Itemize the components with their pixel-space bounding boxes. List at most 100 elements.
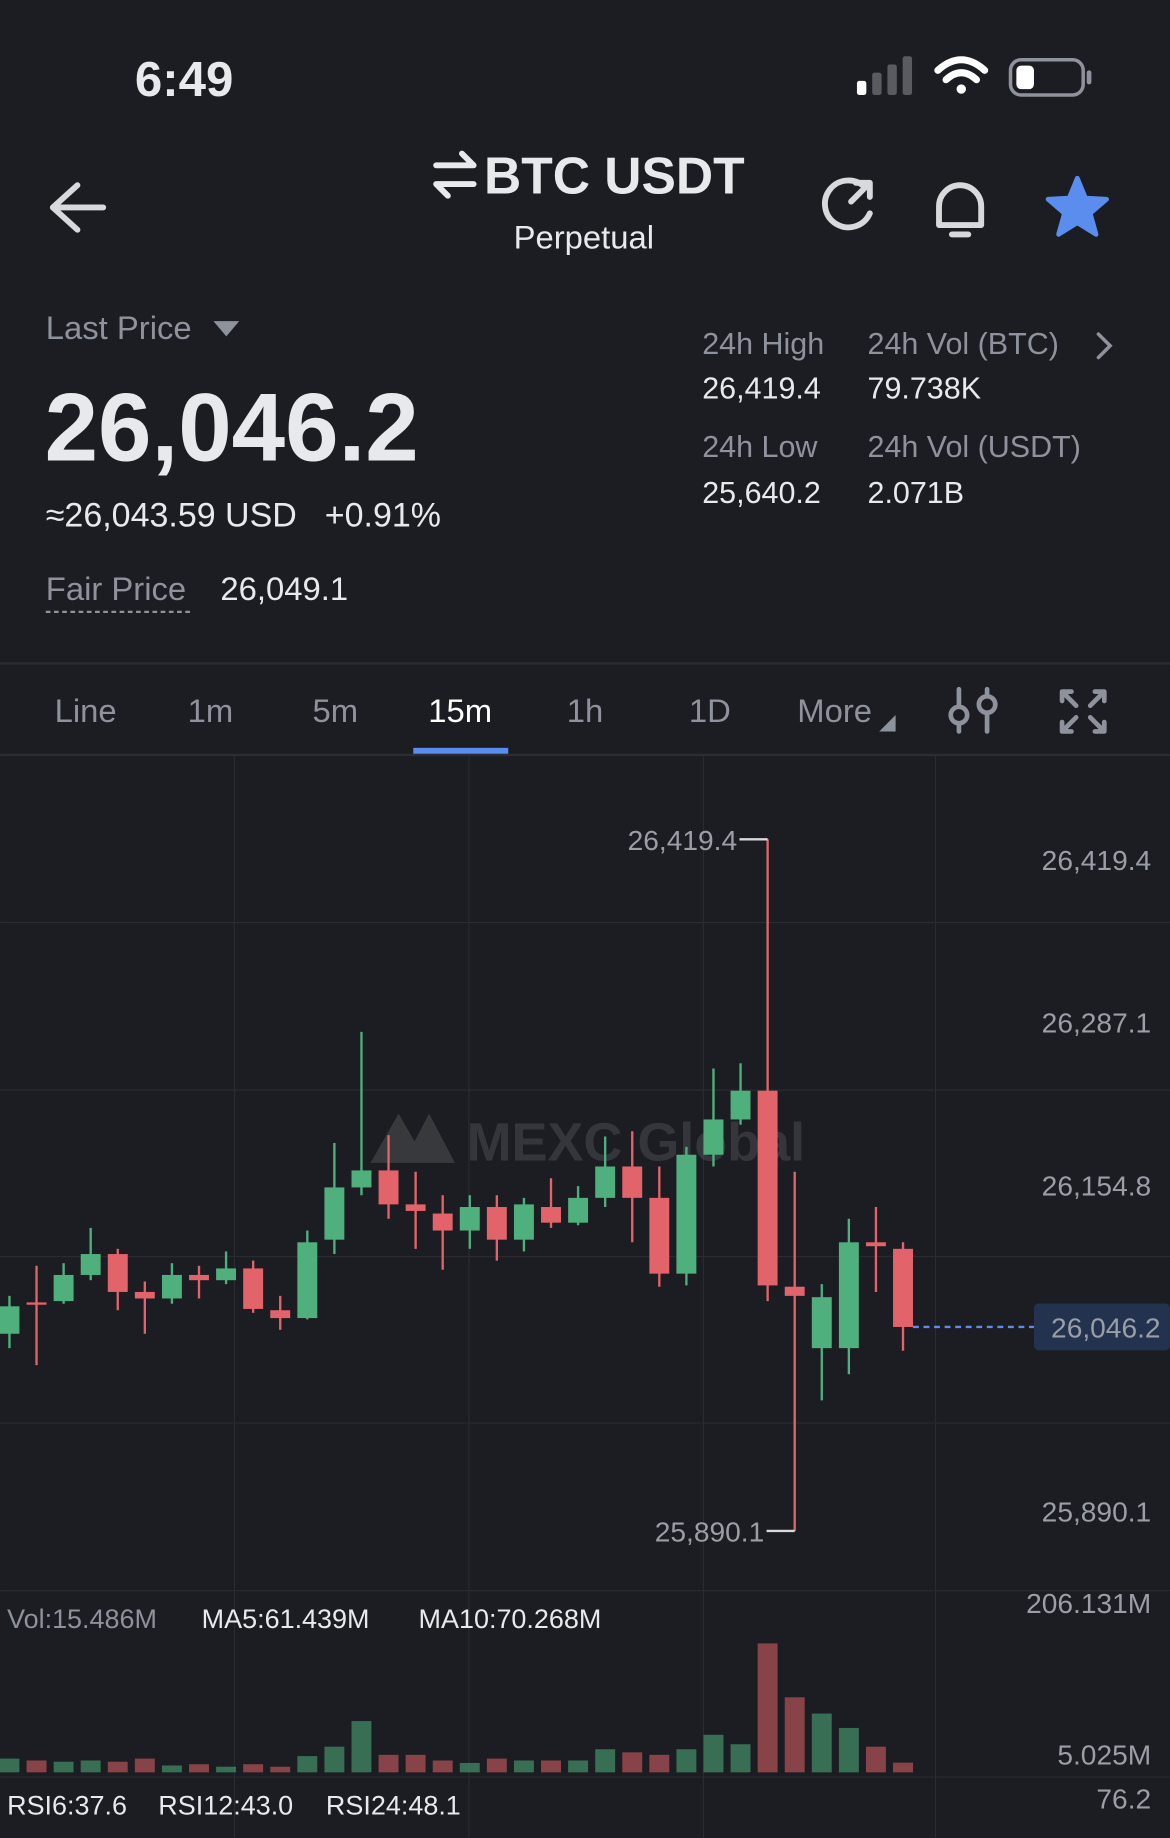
rsi12-indicator: RSI12:43.0 [158,1791,293,1821]
candle-body [541,1207,561,1223]
last-price: 26,046.2 [45,375,419,482]
volume-bar [703,1734,724,1773]
volume-bar [270,1766,291,1773]
interval-tab[interactable]: More [797,692,872,729]
favorite-button[interactable] [1045,175,1109,237]
candle-body [107,1254,128,1292]
volume-indicator: Vol:15.486M [7,1604,157,1634]
volume-bar [595,1749,616,1773]
stat-value: 26,419.4 [702,372,821,406]
volume-bar [784,1697,805,1773]
candle-body [784,1286,805,1296]
fullscreen-button[interactable] [1059,689,1107,734]
volume-bar [838,1727,859,1773]
volume-bar [486,1758,507,1773]
volume-bar [676,1749,697,1773]
interval-tabs: Line 1m 5m 15m 1h 1D More [55,692,872,754]
chart-grid [0,756,1170,1838]
volume-bar [513,1760,534,1773]
y-tick-label: 26,154.8 [1042,1171,1151,1202]
interval-tab[interactable]: 15m [428,692,492,729]
candle-body [243,1268,264,1309]
interval-tab[interactable]: 1h [567,692,604,729]
candle-body [513,1204,534,1240]
volume-bar [893,1762,913,1773]
volume-tick-label: 206.131M [1026,1588,1151,1619]
last-price-label[interactable]: Last Price [46,309,192,346]
share-button[interactable] [822,177,873,231]
stat-label: 24h Vol (USDT) [867,430,1080,464]
volume-bar [26,1760,47,1773]
volume-bar [134,1758,155,1773]
fair-price-label[interactable]: Fair Price [46,570,186,607]
volume-tick-label: 5.025M [1057,1740,1151,1771]
price-change: +0.91% [325,496,441,534]
stat-label: 24h Vol (BTC) [867,327,1058,361]
volume-bar [324,1746,345,1773]
stats-more-arrow[interactable] [1096,332,1113,360]
volume-bar [541,1760,561,1773]
signal-icon [856,56,913,95]
volume-bar [189,1764,209,1773]
volume-bar [622,1752,643,1773]
candle-body [676,1154,697,1274]
low-label: 25,890.1 [655,1516,764,1547]
y-tick-label: 26,287.1 [1042,1008,1151,1039]
candle-body [432,1213,453,1231]
volume-bar [297,1756,318,1773]
candle-body [297,1242,318,1319]
rsi24-indicator: RSI24:48.1 [326,1791,461,1821]
volume-bar [405,1754,426,1773]
back-button[interactable] [49,182,107,233]
candle-body [134,1291,155,1299]
volume-bar [568,1760,589,1773]
candle-body [189,1274,209,1281]
candle-body [405,1204,426,1211]
volume-bar [865,1746,886,1773]
usd-price: ≈26,043.59 USD [46,496,297,534]
battery-icon [1008,58,1092,97]
candle-body [161,1274,182,1299]
volume-bar [730,1744,751,1773]
candle-body [649,1197,670,1274]
dropdown-caret [213,321,240,337]
candle-body [351,1170,372,1188]
indicator-button[interactable] [948,686,998,734]
volume-bar [243,1764,264,1773]
watermark-text: MEXC Global [467,1112,805,1172]
volume-bar [53,1761,74,1773]
candle-body [595,1166,616,1198]
pair-title: BTC USDT [484,146,745,204]
volume-bar [811,1713,832,1773]
last-price-badge [1033,1303,1170,1351]
interval-tab[interactable]: 1m [188,692,234,729]
candle-body [730,1090,751,1120]
volume-bar [378,1754,399,1773]
candle-body [0,1306,20,1334]
candle-body [378,1170,399,1205]
candle-body [568,1197,589,1223]
y-tick-label: 26,419.4 [1042,845,1151,876]
rsi-axis-label: 76.2 [1096,1784,1151,1815]
candle-body [53,1274,74,1302]
volume-bar [757,1643,778,1773]
volume-bar [351,1721,372,1773]
wifi-icon [934,56,989,94]
swap-icon [433,150,477,199]
alert-button[interactable] [936,182,985,238]
volume-bar [80,1760,101,1773]
y-tick-label: 25,890.1 [1042,1497,1151,1528]
candle-body [26,1302,47,1305]
candlestick-plot: 26,419.4 26,287.1 26,154.8 25,890.1 206.131M… [0,825,1170,1773]
interval-tab[interactable]: 5m [313,692,359,729]
candle-body [757,1090,778,1286]
interval-tab[interactable]: 1D [689,692,731,729]
candle-body [459,1207,480,1231]
candle-body [811,1297,832,1349]
candle-body [324,1187,345,1240]
stat-value: 79.738K [867,372,981,406]
interval-tab[interactable]: Line [55,692,117,729]
volume-bar [161,1765,182,1773]
high-label: 26,419.4 [628,825,737,856]
